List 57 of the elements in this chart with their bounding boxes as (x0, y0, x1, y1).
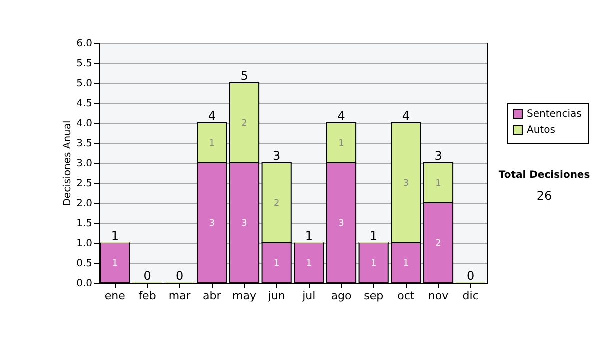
y-tick-label: 1.0 (76, 238, 92, 250)
total-label: 0 (176, 269, 184, 283)
data-label: 3 (209, 219, 216, 229)
y-tick-label: 5.0 (76, 78, 92, 90)
total-label: 0 (144, 269, 152, 283)
data-label: 1 (112, 259, 118, 269)
x-tick-label: dic (462, 290, 479, 302)
x-tick-label: mar (168, 290, 192, 302)
x-tick-label: ene (104, 290, 126, 302)
total-label: 4 (208, 109, 216, 123)
total-label: 1 (305, 229, 313, 243)
total-label: 1 (111, 229, 119, 243)
y-tick-label: 1.5 (76, 218, 92, 230)
x-tick-label: nov (428, 290, 450, 302)
x-tick-label: abr (203, 290, 222, 302)
y-axis-title: Decisiones Anual (62, 120, 74, 206)
data-label: 3 (242, 219, 248, 229)
x-tick-label: jun (267, 290, 286, 302)
x-tick-label: oct (398, 290, 416, 302)
data-label: 2 (274, 199, 280, 209)
total-label: 3 (273, 149, 281, 163)
data-label: 1 (274, 259, 280, 269)
data-label: 2 (242, 119, 248, 129)
y-tick-label: 6.0 (76, 38, 92, 50)
data-label: 3 (338, 219, 344, 229)
y-tick-label: 3.0 (76, 158, 92, 170)
total-label: 4 (402, 109, 410, 123)
total-label: 5 (240, 69, 248, 83)
total-label: 4 (338, 109, 346, 123)
data-label: 1 (306, 259, 312, 269)
data-label: 1 (403, 259, 410, 269)
x-tick-label: may (232, 290, 257, 302)
y-tick-label: 2.0 (76, 198, 92, 210)
x-tick-label: sep (364, 290, 384, 302)
x-tick-label: jul (302, 290, 316, 302)
x-tick-label: feb (138, 290, 156, 302)
total-label: 1 (370, 229, 378, 243)
total-label: 3 (434, 149, 442, 163)
data-label: 3 (403, 179, 410, 189)
data-label: 1 (338, 139, 344, 149)
total-label: 0 (467, 269, 475, 283)
y-tick-label: 4.5 (76, 98, 92, 110)
data-label: 1 (370, 259, 377, 269)
data-label: 1 (209, 139, 216, 149)
y-tick-label: 2.5 (76, 178, 92, 190)
legend-label: Sentencias (527, 109, 582, 120)
x-tick-label: ago (331, 290, 352, 302)
y-tick-label: 0.0 (76, 278, 92, 290)
y-tick-label: 3.5 (76, 138, 92, 150)
text: 26 (536, 189, 554, 203)
legend-label: Autos (527, 125, 556, 136)
data-label: 1 (436, 179, 442, 189)
text: Total Decisiones (498, 170, 592, 181)
y-tick-label: 5.5 (76, 58, 92, 70)
y-tick-label: 4.0 (76, 118, 92, 130)
y-tick-label: 0.5 (76, 258, 92, 270)
data-label: 2 (436, 239, 442, 249)
